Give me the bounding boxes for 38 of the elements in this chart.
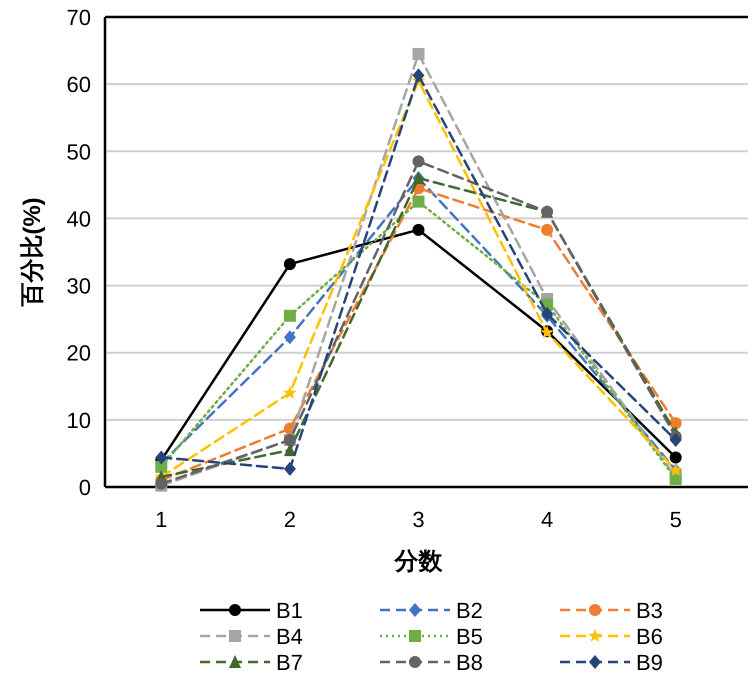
x-tick-label: 5: [670, 507, 682, 532]
point: [284, 310, 296, 322]
y-tick-label: 40: [66, 206, 91, 232]
legend-label: B9: [636, 650, 663, 675]
legend-label: B4: [276, 624, 303, 649]
x-tick-label: 4: [540, 507, 554, 532]
y-tick-label: 10: [66, 408, 91, 433]
point: [412, 224, 424, 236]
point: [412, 196, 424, 208]
y-tick-label: 30: [66, 274, 91, 299]
point: [412, 68, 424, 82]
legend-label: B3: [636, 598, 663, 623]
legend-label: B2: [456, 598, 483, 623]
point: [284, 258, 296, 270]
point: [412, 48, 424, 60]
y-tick-label: 60: [66, 72, 91, 98]
legend-label: B6: [636, 624, 663, 649]
legend-label: B7: [276, 650, 303, 675]
y-tick-label: 50: [66, 139, 91, 164]
legend-label: B5: [456, 624, 483, 649]
point: [283, 386, 297, 399]
x-tick-label: 3: [412, 507, 425, 532]
point: [284, 462, 296, 476]
point: [670, 451, 682, 464]
legend-label: B8: [456, 650, 483, 675]
y-tick-label: 0: [78, 475, 91, 500]
point: [541, 224, 554, 236]
y-axis-title: 百分比(%): [19, 197, 46, 308]
point: [155, 450, 168, 464]
x-axis-title: 分数: [394, 548, 444, 575]
y-tick-label: 20: [66, 340, 91, 366]
point: [284, 330, 296, 344]
point: [412, 155, 424, 168]
legend-label: B1: [276, 598, 303, 623]
x-tick-label: 1: [155, 507, 168, 532]
point: [670, 417, 682, 430]
x-tick-label: 2: [284, 507, 296, 532]
y-tick-label: 70: [66, 5, 91, 30]
